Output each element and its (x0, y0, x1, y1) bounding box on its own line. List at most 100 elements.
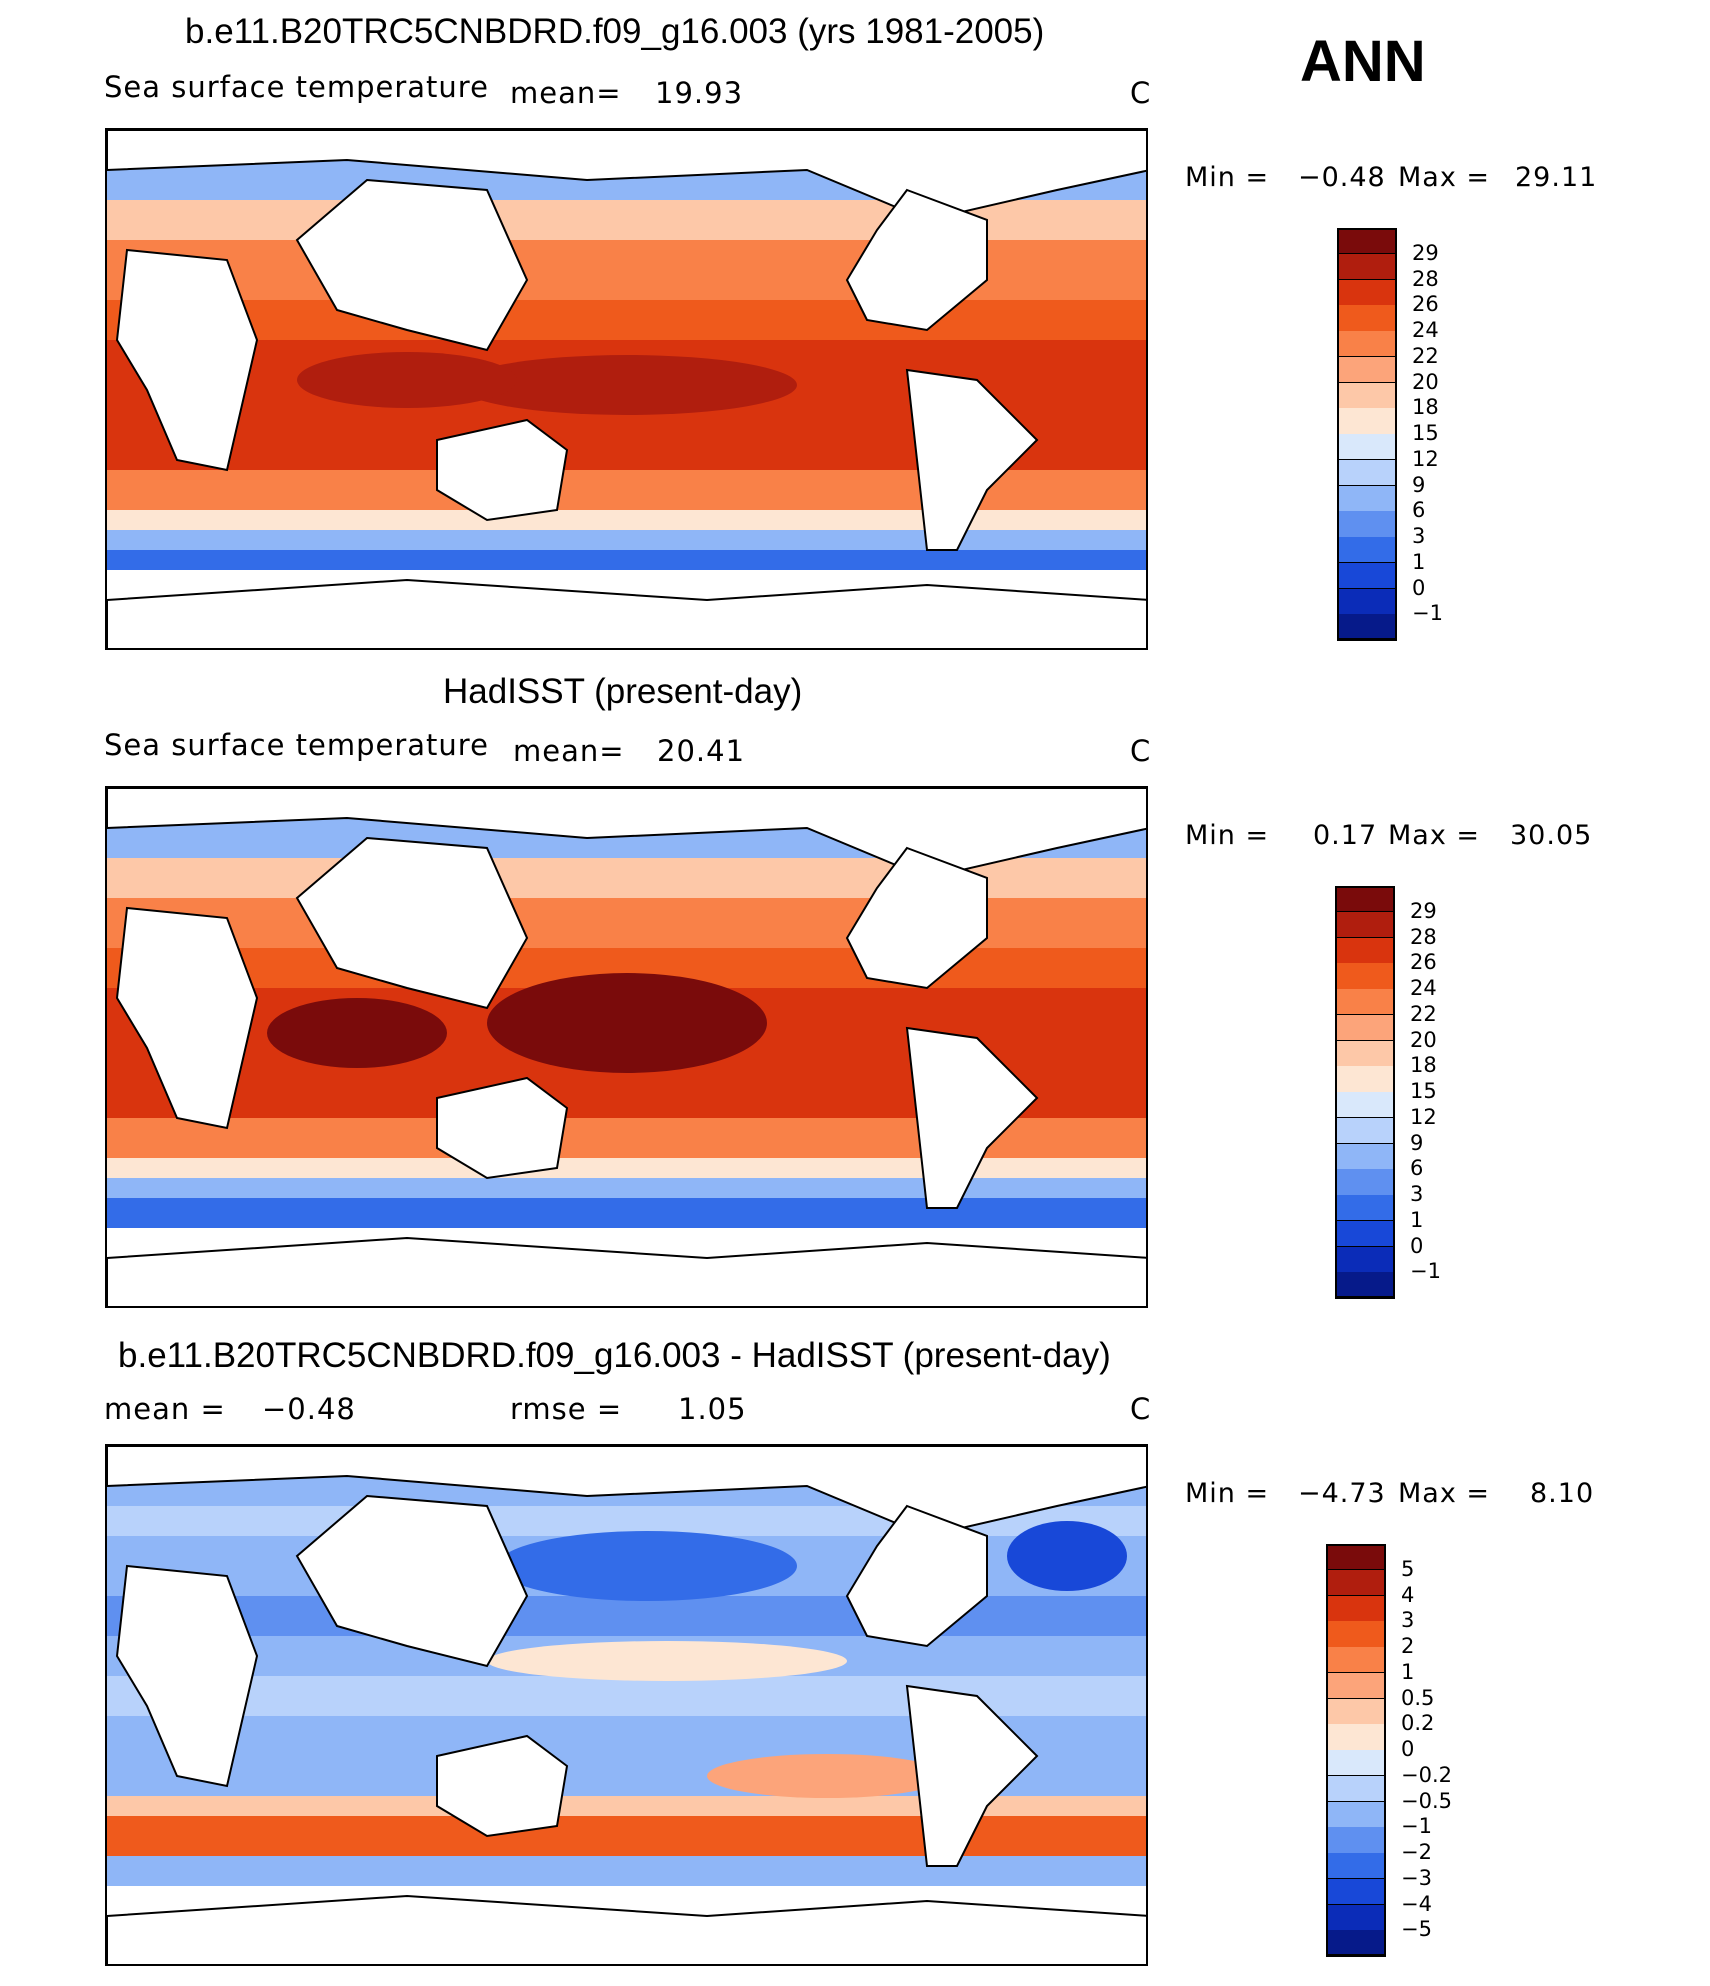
panel1-max-label: Max = (1398, 162, 1491, 193)
colorbar-swatch (1335, 911, 1395, 938)
colorbar-tick-label: 20 (1412, 369, 1439, 394)
panel1-map (105, 128, 1148, 650)
colorbar-tick-label: 3 (1410, 1182, 1424, 1206)
colorbar-swatch (1335, 1272, 1395, 1299)
panel2-colorbar: 29 28 26 24 22 20 18 15 12 9 6 3 1 0 −1 (1335, 886, 1455, 1299)
colorbar-tick-label: 0 (1410, 1233, 1424, 1258)
colorbar-tick-label: 18 (1412, 395, 1439, 420)
colorbar-tick-label: −4 (1401, 1891, 1432, 1916)
colorbar-swatch (1326, 1827, 1386, 1854)
panel3-title: b.e11.B20TRC5CNBDRD.f09_g16.003 - HadISS… (118, 1336, 1111, 1375)
colorbar-swatch (1326, 1750, 1386, 1777)
panel1-colorbar: 29 28 26 24 22 20 18 15 12 9 6 3 1 0 −1 (1337, 228, 1457, 641)
panel3-mean-label: mean = (104, 1392, 226, 1426)
colorbar-swatch (1335, 937, 1395, 964)
colorbar-swatch (1326, 1853, 1386, 1880)
colorbar-swatch (1326, 1878, 1386, 1905)
colorbar-tick-label: 3 (1412, 524, 1426, 548)
panel1-max-value: 29.11 (1515, 162, 1598, 193)
panel2-variable-label: Sea surface temperature (104, 728, 489, 762)
colorbar-swatch (1337, 614, 1397, 641)
panel1-mean-label: mean= (510, 76, 622, 110)
colorbar-swatch (1335, 963, 1395, 990)
colorbar-tick-label: 28 (1412, 266, 1439, 291)
colorbar-swatch (1337, 537, 1397, 564)
colorbar-tick-label: −5 (1401, 1917, 1432, 1942)
colorbar-tick-label: 0.2 (1401, 1711, 1435, 1736)
colorbar-swatch (1335, 1092, 1395, 1119)
colorbar-swatch (1335, 1246, 1395, 1273)
panel3-min-label: Min = (1185, 1478, 1270, 1509)
panel2-title: HadISST (present-day) (443, 672, 803, 711)
colorbar-tick-label: −1 (1410, 1259, 1441, 1284)
colorbar-swatch (1335, 1014, 1395, 1041)
panel1-min-label: Min = (1185, 162, 1270, 193)
colorbar-tick-label: 26 (1412, 292, 1439, 317)
panel1-variable-label: Sea surface temperature (104, 70, 489, 104)
panel2-mean-label: mean= (513, 734, 625, 768)
colorbar-swatch (1337, 588, 1397, 615)
colorbar-swatch (1326, 1775, 1386, 1802)
colorbar-tick-label: −1 (1401, 1814, 1432, 1839)
colorbar-swatch (1337, 305, 1397, 332)
colorbar-tick-label: −1 (1412, 601, 1443, 626)
colorbar-tick-label: 22 (1410, 1001, 1437, 1026)
colorbar-swatch (1337, 279, 1397, 306)
colorbar-swatch (1326, 1544, 1386, 1571)
colorbar-tick-label: −0.2 (1401, 1762, 1452, 1787)
colorbar-swatch (1337, 356, 1397, 383)
colorbar-swatch (1335, 989, 1395, 1016)
colorbar-tick-label: 26 (1410, 950, 1437, 975)
colorbar-tick-label: 12 (1410, 1104, 1437, 1129)
colorbar-swatch (1337, 331, 1397, 358)
colorbar-tick-label: 2 (1401, 1634, 1415, 1658)
colorbar-tick-label: 0.5 (1401, 1685, 1435, 1710)
colorbar-tick-label: 3 (1401, 1608, 1415, 1633)
colorbar-tick-label: 24 (1412, 318, 1439, 342)
colorbar-tick-label: 22 (1412, 343, 1439, 368)
colorbar-swatch (1326, 1569, 1386, 1596)
colorbar-tick-label: 24 (1410, 976, 1437, 1000)
panel3-min-value: −4.73 (1298, 1478, 1386, 1509)
panel1-map-svg (107, 130, 1146, 648)
colorbar-tick-label: 0 (1401, 1737, 1415, 1761)
colorbar-tick-label: 6 (1410, 1156, 1424, 1181)
panel1-min-value: −0.48 (1298, 162, 1386, 193)
colorbar-tick-label: 5 (1401, 1556, 1415, 1581)
panel1-title: b.e11.B20TRC5CNBDRD.f09_g16.003 (yrs 198… (185, 12, 1045, 51)
colorbar-tick-label: 12 (1412, 446, 1439, 471)
colorbar-tick-label: −2 (1401, 1840, 1432, 1864)
colorbar-swatch (1335, 1220, 1395, 1247)
colorbar-swatch (1326, 1724, 1386, 1751)
panel3-rmse-label: rmse = (510, 1392, 623, 1426)
colorbar-tick-label: 29 (1410, 898, 1437, 923)
panel2-units: C (1130, 734, 1152, 768)
colorbar-tick-label: 15 (1410, 1079, 1437, 1103)
colorbar-swatch (1326, 1801, 1386, 1828)
colorbar-swatch (1326, 1647, 1386, 1674)
colorbar-tick-label: 29 (1412, 240, 1439, 265)
colorbar-swatch (1335, 1169, 1395, 1196)
colorbar-swatch (1335, 886, 1395, 913)
colorbar-swatch (1337, 485, 1397, 512)
panel2-max-label: Max = (1388, 820, 1481, 851)
colorbar-swatch (1326, 1698, 1386, 1725)
panel3-max-value: 8.10 (1530, 1478, 1595, 1509)
panel1-mean-value: 19.93 (655, 76, 744, 110)
colorbar-tick-label: 28 (1410, 924, 1437, 949)
panel3-map (105, 1444, 1148, 1966)
panel2-min-value: 0.17 (1313, 820, 1378, 851)
season-label: ANN (1300, 29, 1426, 94)
colorbar-tick-label: 1 (1401, 1659, 1415, 1684)
colorbar-swatch (1337, 511, 1397, 538)
colorbar-tick-label: 6 (1412, 498, 1426, 523)
panel2-max-value: 30.05 (1510, 820, 1593, 851)
panel3-mean-value: −0.48 (262, 1392, 356, 1426)
colorbar-tick-label: 0 (1412, 575, 1426, 600)
colorbar-tick-label: 1 (1410, 1207, 1424, 1232)
colorbar-tick-label: −3 (1401, 1865, 1432, 1890)
panel2-map (105, 786, 1148, 1308)
colorbar-swatch (1326, 1930, 1386, 1957)
panel3-rmse-value: 1.05 (678, 1392, 747, 1426)
colorbar-tick-label: 1 (1412, 549, 1426, 574)
